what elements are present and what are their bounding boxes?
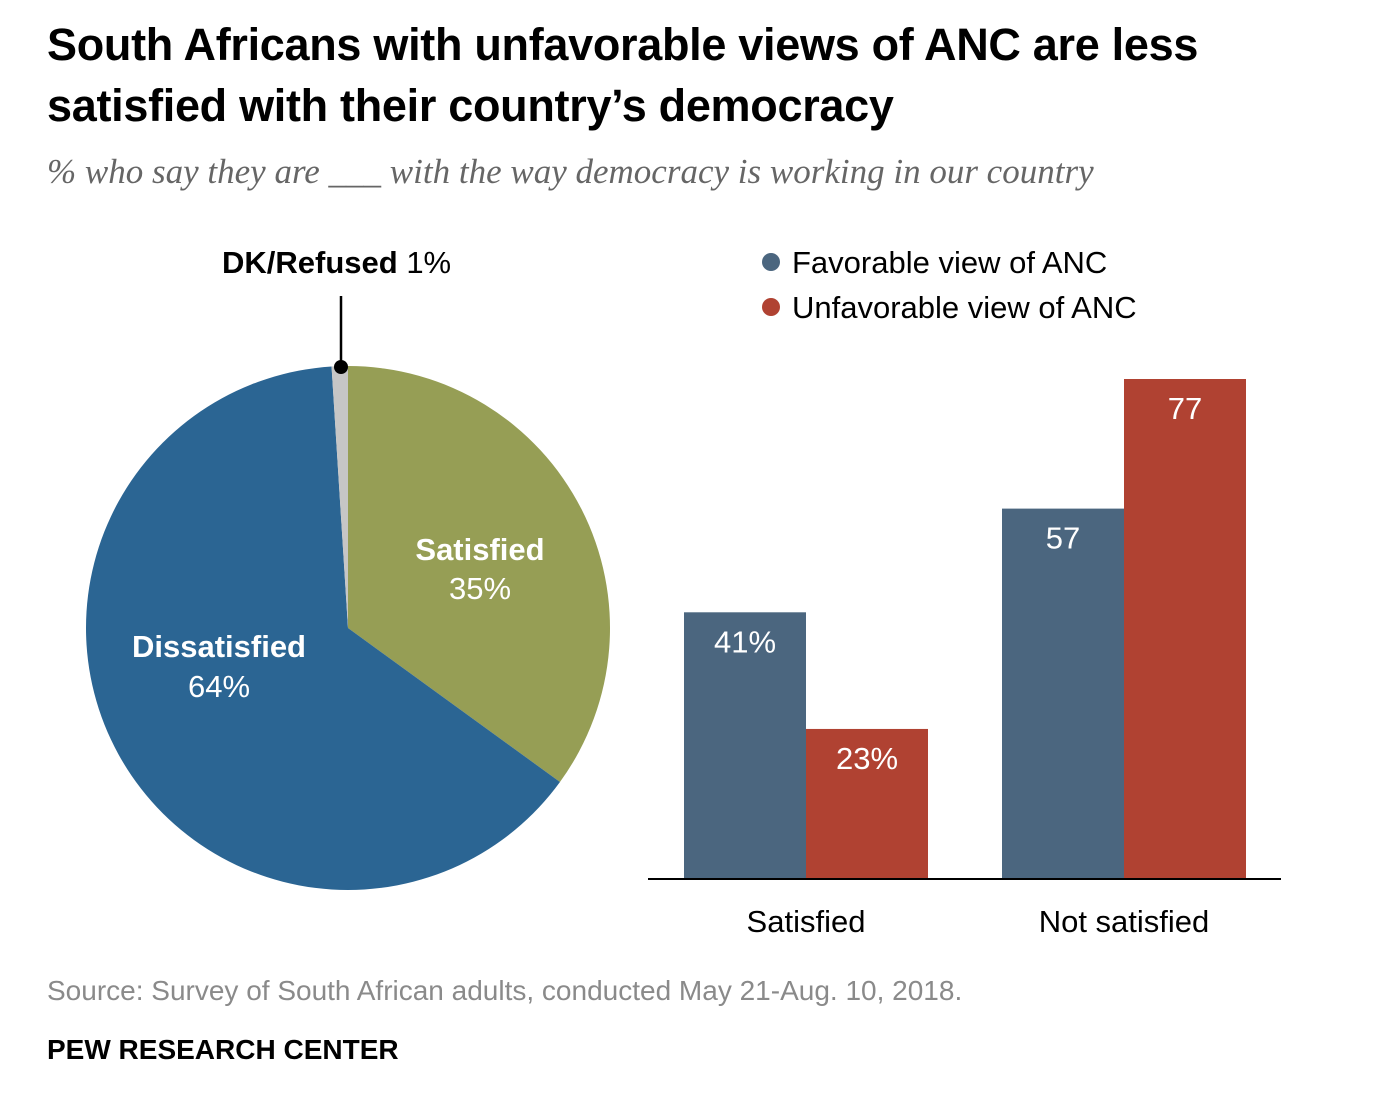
pie-slice-satisfied (348, 366, 610, 782)
source-note: Source: Survey of South African adults, … (47, 975, 963, 1006)
bar-label-0-0: 41% (714, 624, 776, 659)
pie-slice-dissatisfied (86, 366, 560, 891)
x-tick-label-0: Satisfied (747, 904, 866, 939)
legend-marker-1 (762, 298, 780, 316)
bar-1-0 (806, 728, 928, 878)
bar-label-1-0: 23% (836, 741, 898, 776)
legend-label-0: Favorable view of ANC (792, 245, 1107, 280)
bar-label-1-1: 77 (1168, 391, 1202, 426)
bar-label-0-1: 57 (1046, 521, 1080, 556)
brand-label: PEW RESEARCH CENTER (47, 1034, 399, 1065)
pie-slice-dk-refused (331, 366, 348, 628)
pie-value-dissatisfied: 64% (188, 669, 250, 704)
legend-label-1: Unfavorable view of ANC (792, 290, 1137, 325)
dk-leader-dot (334, 360, 348, 374)
pie-value-satisfied: 35% (449, 571, 511, 606)
bar-1-1 (1124, 379, 1246, 878)
pie-label-dissatisfied: Dissatisfied (132, 629, 306, 664)
chart-subtitle: % who say they are ___ with the way demo… (47, 152, 1094, 191)
pie-label-dk-refused: DK/Refused 1% (222, 245, 451, 280)
chart-title: South Africans with unfavorable views of… (47, 19, 1199, 131)
legend-marker-0 (762, 253, 780, 271)
x-tick-label-1: Not satisfied (1039, 904, 1210, 939)
bar-0-1 (1002, 508, 1124, 878)
pie-label-satisfied: Satisfied (415, 532, 544, 567)
bar-0-0 (684, 612, 806, 878)
